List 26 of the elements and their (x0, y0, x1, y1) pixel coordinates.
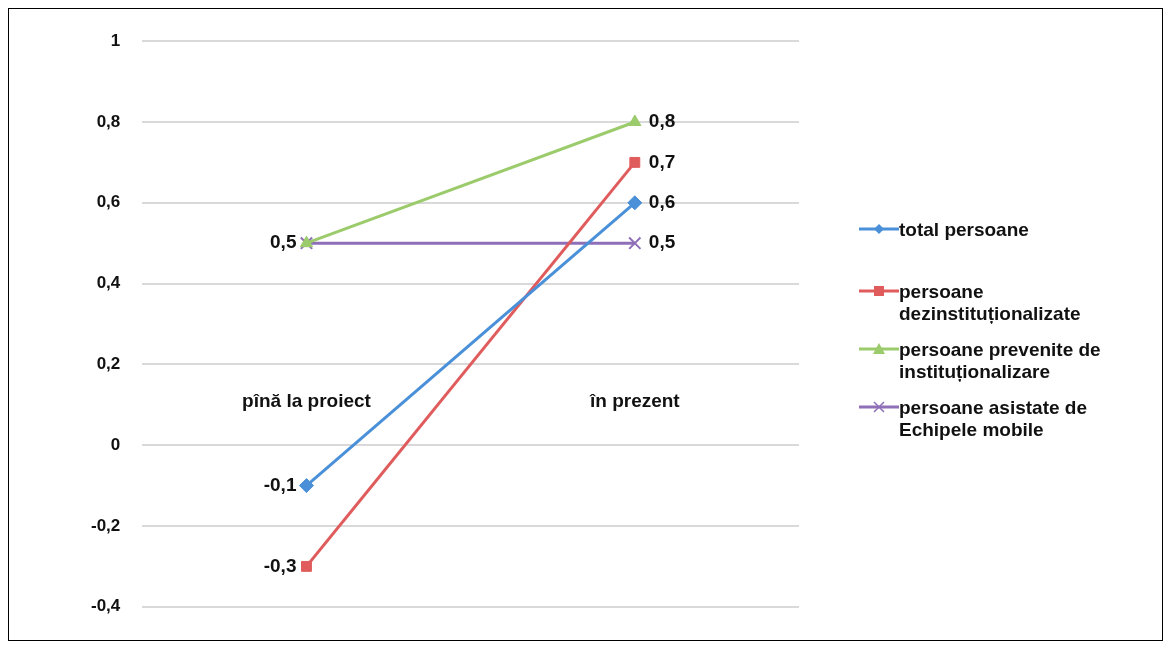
legend-label: persoane dezinstituționalizate (899, 280, 1082, 325)
point (628, 236, 642, 250)
point (629, 156, 641, 168)
data-label: 0,7 (648, 150, 676, 172)
point (627, 195, 643, 211)
data-label: -0,1 (263, 473, 297, 495)
data-label: 0,5 (270, 231, 297, 253)
y-tick-label: 0,6 (96, 192, 121, 212)
data-label: -0,3 (263, 554, 297, 576)
y-tick-label: 1 (110, 30, 121, 50)
x-tick-label: în prezent (588, 390, 681, 412)
point (298, 478, 314, 494)
y-tick-label: 0,8 (96, 111, 121, 131)
legend-label: persoane prevenite de instituționalizare (899, 338, 1102, 383)
y-tick-label: 0,4 (96, 273, 121, 293)
legend-label: total persoane (899, 218, 1030, 241)
data-label: 0,8 (648, 110, 676, 132)
data-label: 0,6 (648, 191, 676, 213)
y-tick-label: 0,2 (96, 354, 121, 374)
legend-label: persoane asistate de Echipele mobile (899, 396, 1088, 441)
y-tick-label: -0,4 (91, 596, 121, 616)
y-tick-label: 0 (110, 434, 121, 454)
y-tick-label: -0,2 (91, 515, 121, 535)
data-label: 0,5 (648, 231, 676, 253)
point (301, 560, 312, 572)
x-tick-label: pînă la proiect (242, 390, 372, 412)
